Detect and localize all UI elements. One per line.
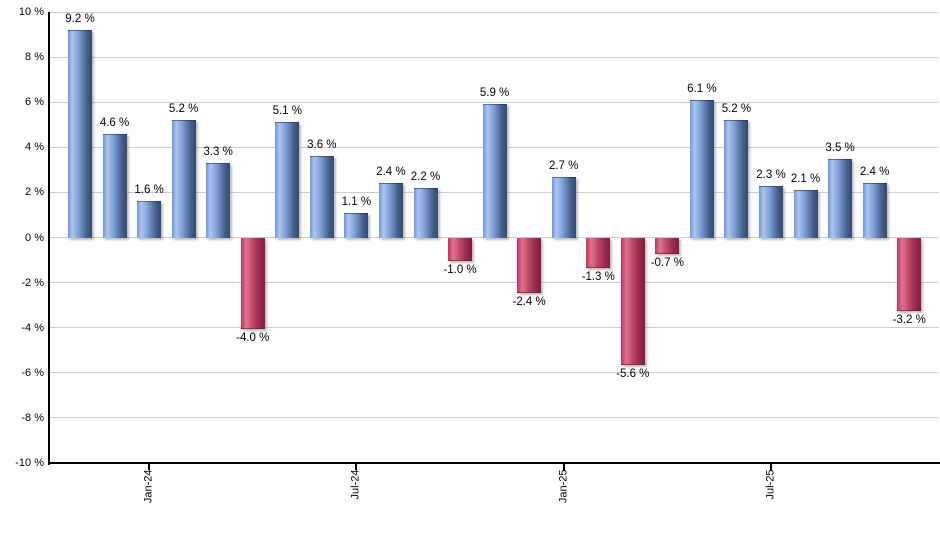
bar-value-label: -5.6 % bbox=[616, 367, 650, 380]
bar bbox=[586, 237, 611, 268]
x-axis-tick bbox=[562, 464, 565, 470]
y-tick-label: 0 % bbox=[25, 231, 44, 244]
bar bbox=[413, 187, 438, 239]
y-tick-label: 2 % bbox=[25, 186, 44, 199]
x-axis-line bbox=[48, 462, 940, 464]
bar bbox=[378, 183, 403, 239]
bar-value-label: 4.6 % bbox=[99, 116, 130, 129]
bar bbox=[620, 237, 645, 365]
y-tick-label: 6 % bbox=[25, 96, 44, 109]
bar-value-label: 6.1 % bbox=[687, 82, 717, 95]
bar bbox=[275, 122, 300, 239]
bar-value-label: 2.7 % bbox=[548, 159, 579, 172]
bar bbox=[171, 120, 196, 239]
bar-value-label: 2.3 % bbox=[756, 168, 786, 181]
gridline bbox=[50, 327, 938, 329]
bar-value-label: 1.1 % bbox=[341, 195, 372, 208]
bar-value-label: 3.6 % bbox=[307, 139, 337, 152]
y-tick-label: -10 % bbox=[15, 457, 44, 469]
gridline bbox=[50, 56, 938, 58]
bar-value-label: 5.1 % bbox=[272, 105, 302, 118]
bar-value-label: 5.2 % bbox=[168, 103, 199, 116]
x-axis-tick bbox=[770, 464, 772, 470]
x-axis-tick bbox=[148, 464, 151, 470]
y-tick-label: -4 % bbox=[21, 321, 44, 334]
x-tick-label: Jul-24 bbox=[349, 469, 362, 500]
bar-value-label: -0.7 % bbox=[650, 257, 684, 270]
x-axis-tick bbox=[355, 464, 358, 470]
x-tick-label: Jan-24 bbox=[142, 469, 155, 504]
bar-value-label: -1.3 % bbox=[581, 270, 615, 283]
bar bbox=[724, 120, 749, 239]
bar-value-label: -1.0 % bbox=[443, 264, 477, 277]
bar-value-label: 3.5 % bbox=[825, 141, 855, 154]
gridline bbox=[50, 11, 938, 13]
bar bbox=[655, 237, 680, 255]
bar bbox=[137, 201, 162, 239]
bar-value-label: 9.2 % bbox=[65, 13, 95, 26]
bar-value-label: -2.4 % bbox=[512, 295, 546, 308]
bar bbox=[206, 163, 231, 239]
bar bbox=[793, 190, 818, 239]
y-tick-label: 10 % bbox=[18, 6, 44, 18]
gridline bbox=[50, 417, 938, 419]
y-tick-label: -2 % bbox=[21, 276, 44, 289]
bar bbox=[689, 99, 714, 239]
bar bbox=[68, 30, 92, 239]
bar-value-label: 2.1 % bbox=[790, 173, 821, 186]
bar-value-label: -4.0 % bbox=[236, 331, 270, 344]
x-tick-label: Jul-25 bbox=[764, 469, 777, 500]
x-tick-label: Jan-25 bbox=[557, 469, 570, 504]
bar-value-label: 5.9 % bbox=[479, 87, 510, 100]
bar bbox=[551, 176, 576, 239]
gridline bbox=[50, 282, 938, 284]
bar-value-label: -3.2 % bbox=[892, 313, 926, 326]
bar-value-label: 2.4 % bbox=[859, 166, 890, 179]
bar bbox=[448, 237, 473, 262]
bar bbox=[862, 183, 887, 239]
bar bbox=[828, 158, 853, 239]
bar bbox=[759, 185, 783, 239]
gridline bbox=[50, 372, 938, 374]
bar bbox=[482, 104, 507, 239]
y-axis-line bbox=[48, 12, 50, 465]
bar-value-label: 3.3 % bbox=[203, 146, 233, 159]
y-tick-label: -6 % bbox=[21, 366, 44, 379]
bar bbox=[517, 237, 542, 293]
bar bbox=[344, 212, 369, 239]
bar bbox=[240, 237, 265, 329]
bar bbox=[897, 237, 922, 311]
bar-value-label: 1.6 % bbox=[134, 184, 164, 197]
bar-value-label: 5.2 % bbox=[721, 103, 752, 116]
y-tick-label: -8 % bbox=[21, 411, 44, 424]
y-tick-label: 4 % bbox=[25, 141, 44, 154]
bar bbox=[102, 133, 127, 239]
bar-value-label: 2.4 % bbox=[376, 166, 406, 179]
gridline bbox=[50, 101, 938, 103]
bar bbox=[309, 156, 334, 239]
y-tick-label: 8 % bbox=[25, 51, 44, 64]
bar-value-label: 2.2 % bbox=[410, 170, 441, 183]
